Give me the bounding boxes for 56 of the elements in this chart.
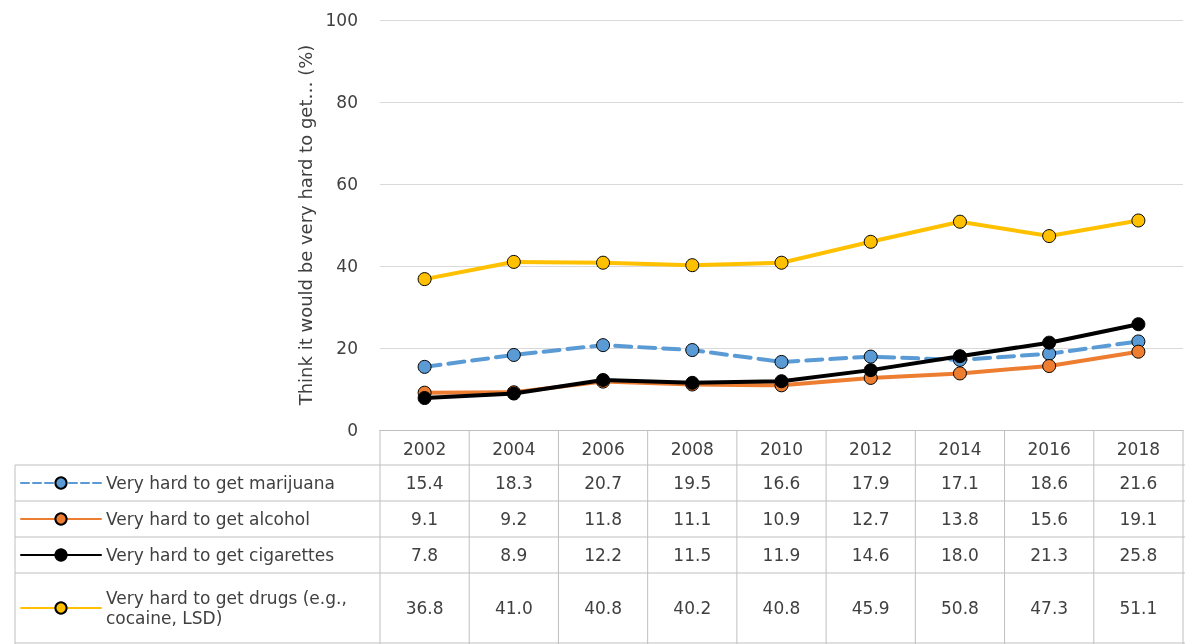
y-axis-title: Think it would be very hard to get… (%) <box>295 44 317 407</box>
y-tick-label: 60 <box>336 174 358 194</box>
data-label: 8.9 <box>500 545 528 565</box>
legend-label: Very hard to get marijuana <box>106 473 335 493</box>
data-label: 36.8 <box>405 598 444 618</box>
data-label: 18.6 <box>1030 473 1069 493</box>
x-tick-label: 2006 <box>581 438 625 459</box>
data-label: 12.7 <box>851 509 890 529</box>
y-tick-label: 0 <box>347 420 358 440</box>
data-label: 19.1 <box>1119 509 1158 529</box>
data-label: 45.9 <box>851 598 890 618</box>
data-label: 11.1 <box>673 509 712 529</box>
data-label: 21.3 <box>1030 545 1069 565</box>
data-label: 14.6 <box>851 545 890 565</box>
data-label: 10.9 <box>762 509 801 529</box>
data-label: 19.5 <box>673 473 712 493</box>
data-label: 18.0 <box>941 545 979 565</box>
data-label: 40.2 <box>673 598 712 618</box>
y-tick-label: 20 <box>336 338 358 358</box>
data-label: 41.0 <box>494 598 533 618</box>
data-label: 18.3 <box>494 473 533 493</box>
x-tick-label: 2018 <box>1116 438 1161 459</box>
x-tick-label: 2002 <box>402 438 447 459</box>
data-label: 15.6 <box>1030 509 1069 529</box>
data-label: 17.1 <box>941 473 979 493</box>
data-label: 13.8 <box>941 509 979 529</box>
data-label: 11.9 <box>762 545 801 565</box>
data-label: 11.8 <box>584 509 622 529</box>
data-label: 7.8 <box>411 545 439 565</box>
data-label: 11.5 <box>673 545 712 565</box>
data-label: 16.6 <box>762 473 801 493</box>
y-tick-label: 40 <box>336 256 358 276</box>
data-label: 21.6 <box>1119 473 1158 493</box>
data-label: 9.1 <box>411 509 439 529</box>
data-label: 15.4 <box>405 473 444 493</box>
data-label: 51.1 <box>1119 598 1158 618</box>
data-label: 50.8 <box>941 598 979 618</box>
data-label: 40.8 <box>762 598 801 618</box>
legend-label: Very hard to get alcohol <box>106 509 310 529</box>
data-label: 9.2 <box>500 509 528 529</box>
x-tick-label: 2012 <box>849 438 893 459</box>
data-label: 12.2 <box>584 545 622 565</box>
x-tick-label: 2016 <box>1027 438 1071 459</box>
x-tick-label: 2014 <box>938 438 982 459</box>
data-label: 17.9 <box>851 473 890 493</box>
y-tick-label: 80 <box>336 92 358 112</box>
x-tick-label: 2004 <box>492 438 536 459</box>
data-label: 40.8 <box>584 598 622 618</box>
x-tick-label: 2010 <box>759 438 804 459</box>
data-label: 47.3 <box>1030 598 1069 618</box>
legend-label: Very hard to get cigarettes <box>106 545 335 565</box>
data-label: 20.7 <box>584 473 622 493</box>
y-tick-label: 100 <box>325 10 358 30</box>
x-tick-label: 2008 <box>670 438 714 459</box>
legend-label: Very hard to get drugs (e.g., cocaine, LSD) <box>106 588 353 628</box>
data-label: 25.8 <box>1119 545 1158 565</box>
